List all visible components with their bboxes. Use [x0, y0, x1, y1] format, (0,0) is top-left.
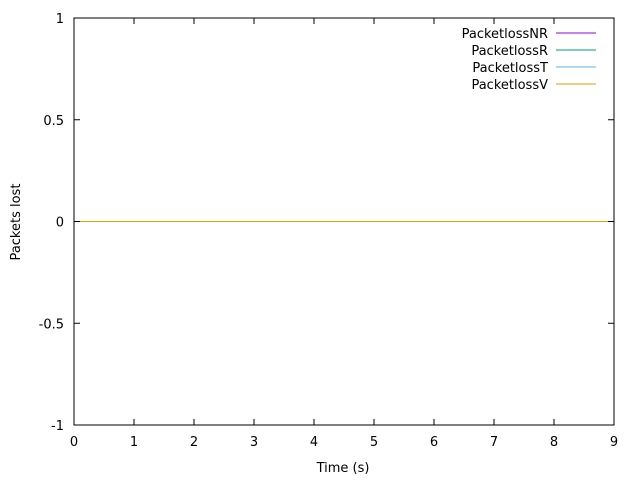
y-axis-label: Packets lost — [9, 184, 24, 261]
x-tick-label: 1 — [130, 435, 138, 450]
y-tick-label: -1 — [51, 419, 64, 434]
x-tick-label: 4 — [310, 435, 318, 450]
legend-label: PacketlossT — [472, 61, 548, 76]
x-tick-label: 5 — [370, 435, 378, 450]
legend-label: PacketlossV — [471, 78, 548, 93]
x-tick-label: 2 — [190, 435, 198, 450]
x-axis: 0 1 2 3 4 5 6 7 8 9 — [70, 18, 618, 450]
x-tick-label: 0 — [70, 435, 78, 450]
y-tick-label: 1 — [56, 12, 64, 27]
legend-label: PacketlossNR — [462, 27, 548, 42]
x-tick-label: 8 — [550, 435, 558, 450]
y-tick-label: -0.5 — [39, 317, 64, 332]
x-tick-label: 3 — [250, 435, 258, 450]
y-tick-label: 0.5 — [43, 114, 64, 129]
y-tick-label: 0 — [56, 216, 64, 231]
x-axis-label: Time (s) — [316, 461, 370, 476]
x-tick-label: 7 — [490, 435, 498, 450]
y-axis: -1 -0.5 0 0.5 1 — [39, 12, 614, 434]
legend: PacketlossNR PacketlossR PacketlossT Packet… — [462, 27, 596, 93]
x-tick-label: 6 — [430, 435, 438, 450]
x-tick-label: 9 — [610, 435, 618, 450]
legend-label: PacketlossR — [471, 44, 548, 59]
